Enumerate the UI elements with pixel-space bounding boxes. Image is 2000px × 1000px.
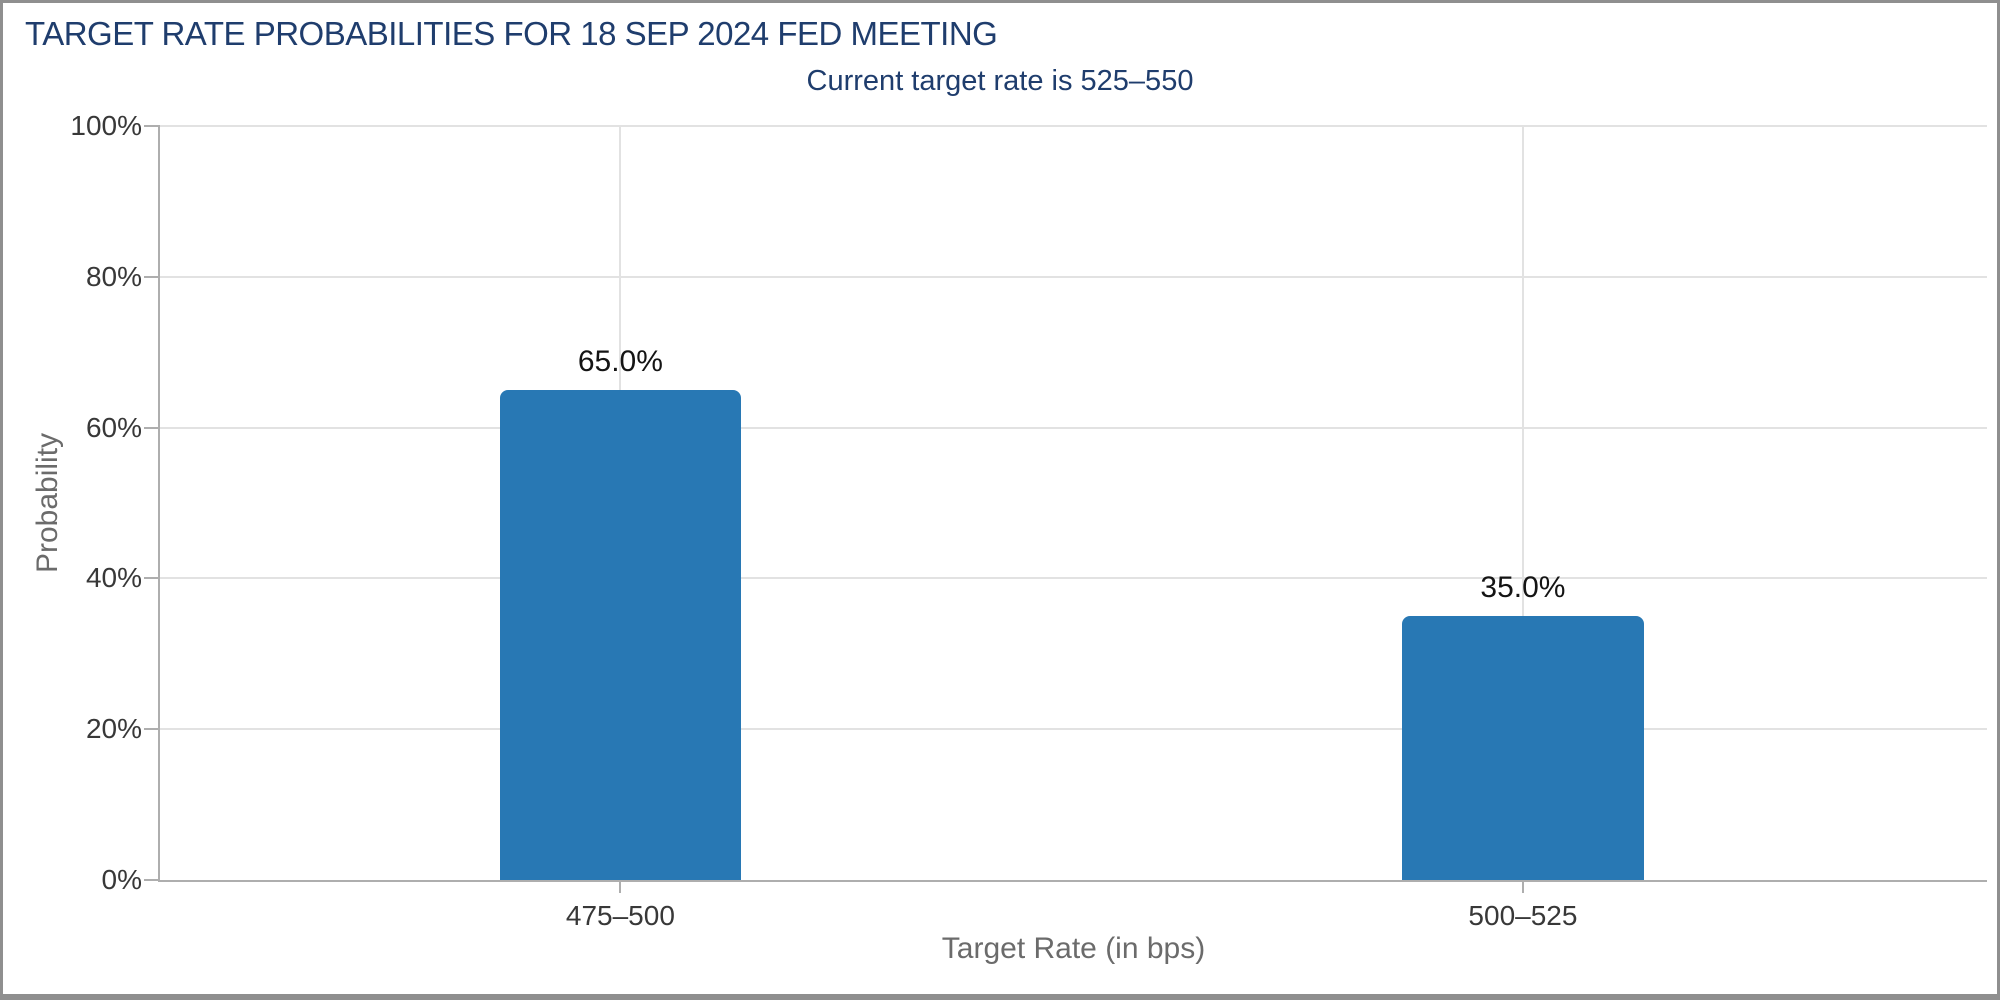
y-tick-label: 0% bbox=[101, 864, 142, 895]
y-tick-mark bbox=[144, 426, 160, 429]
v-gridline bbox=[1521, 126, 1524, 880]
x-tick-label: 500–525 bbox=[1468, 900, 1578, 931]
bar bbox=[499, 389, 741, 880]
y-tick-label: 60% bbox=[85, 411, 142, 443]
y-tick-label: 80% bbox=[85, 260, 142, 292]
h-gridline bbox=[160, 426, 1987, 429]
y-tick-mark bbox=[144, 879, 160, 881]
y-tick-label: 40% bbox=[85, 562, 142, 594]
chart-title: TARGET RATE PROBABILITIES FOR 18 SEP 202… bbox=[25, 15, 998, 52]
x-tick-label: 475–500 bbox=[565, 900, 675, 931]
chart-subtitle: Current target rate is 525–550 bbox=[806, 65, 1194, 97]
x-tick-mark bbox=[1521, 880, 1524, 893]
y-tick-label: 100% bbox=[70, 110, 142, 141]
h-gridline bbox=[160, 728, 1987, 731]
bar bbox=[1402, 616, 1644, 880]
x-tick-mark bbox=[619, 880, 622, 893]
plot-area: Probability Target Rate (in bps) 0% 20% 40… bbox=[31, 112, 1987, 965]
h-gridline bbox=[160, 275, 1987, 278]
y-tick-mark bbox=[144, 125, 160, 127]
bar-value-label: 65.0% bbox=[577, 344, 663, 378]
h-gridline bbox=[160, 125, 1987, 127]
x-axis-title: Target Rate (in bps) bbox=[941, 932, 1206, 965]
h-gridline bbox=[160, 577, 1987, 580]
y-tick-mark bbox=[144, 275, 160, 278]
y-tick-mark bbox=[144, 728, 160, 731]
bar-value-label: 35.0% bbox=[1480, 571, 1566, 605]
y-axis-title: Probability bbox=[31, 432, 64, 574]
y-tick-mark bbox=[144, 577, 160, 580]
y-tick-label: 20% bbox=[85, 713, 142, 745]
